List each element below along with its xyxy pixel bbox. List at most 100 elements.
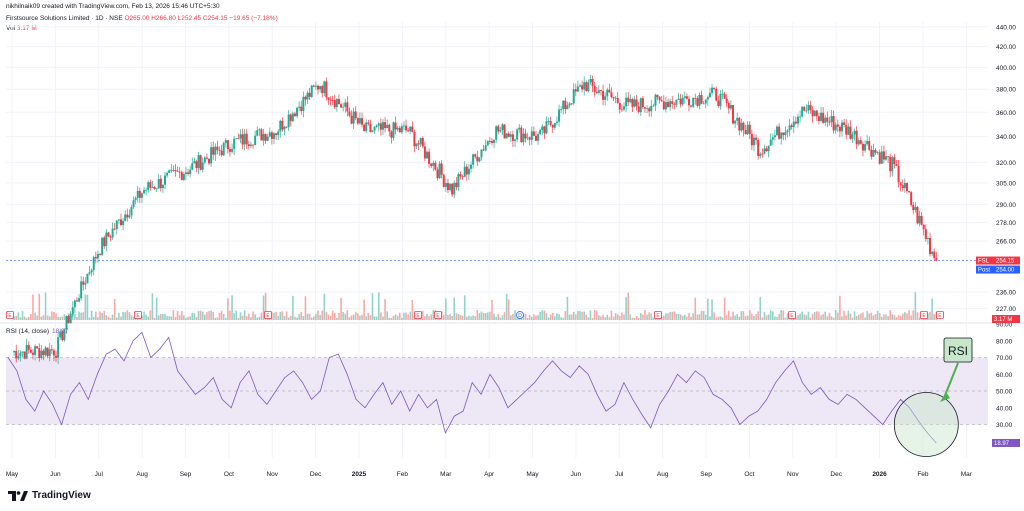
volume-bar — [197, 310, 200, 320]
volume-bar — [667, 313, 669, 320]
volume-bar — [254, 314, 256, 320]
candle-body — [692, 98, 695, 107]
volume-bar — [310, 317, 313, 320]
candle-body — [534, 135, 537, 141]
volume-bar — [535, 315, 537, 320]
volume-bar — [803, 314, 806, 320]
volume-bar — [313, 316, 315, 320]
volume-bar — [88, 317, 91, 320]
candle-body — [912, 205, 915, 211]
volume-bar — [308, 313, 311, 320]
candle-body — [23, 351, 26, 359]
candle-body — [122, 220, 125, 225]
volume-bar — [453, 297, 456, 320]
volume-bar — [401, 317, 403, 320]
candle-body — [472, 154, 475, 165]
volume-bar — [566, 296, 569, 320]
candle-body — [155, 188, 158, 190]
candle-body — [587, 82, 590, 92]
candle-body — [568, 103, 571, 106]
candle-body — [126, 214, 129, 218]
volume-bar — [784, 317, 787, 320]
volume-bar — [296, 317, 298, 320]
candle-body — [706, 97, 709, 100]
candle-body — [151, 186, 154, 188]
volume-bar — [744, 316, 747, 320]
candle-body — [926, 237, 929, 239]
volume-bar — [476, 310, 479, 320]
volume-bar — [801, 311, 803, 320]
volume-bar — [191, 312, 194, 320]
candle-body — [402, 125, 405, 127]
candle-body — [180, 172, 183, 180]
volume-bar — [579, 310, 581, 320]
candle-body — [908, 191, 911, 193]
volume-bar — [250, 317, 252, 320]
candle-body — [417, 143, 420, 145]
candle-body — [285, 126, 288, 128]
rsi-tick-label: 90.00 — [996, 322, 1013, 329]
volume-bar — [646, 314, 648, 320]
candle-body — [407, 130, 410, 132]
volume-bar — [365, 316, 368, 320]
candle-body — [662, 101, 665, 110]
volume-bar — [380, 312, 382, 320]
rsi-annotation-arrow — [943, 362, 959, 399]
volume-bar — [369, 315, 372, 320]
volume-bar — [512, 313, 514, 320]
candle-body — [761, 153, 764, 155]
candle-body — [870, 149, 873, 157]
candle-body — [419, 137, 422, 145]
volume-bar — [36, 315, 38, 320]
candle-body — [317, 85, 320, 90]
candle-body — [140, 193, 143, 198]
candle-body — [228, 149, 231, 152]
volume-label: Vol — [6, 25, 16, 32]
candle-body — [117, 219, 120, 221]
candle-body — [172, 169, 175, 171]
candle-body — [38, 348, 41, 359]
candle-body — [935, 258, 938, 261]
time-tick-label: Feb — [917, 471, 929, 478]
volume-legend: Vol 3.17 M — [6, 25, 37, 32]
candle-body — [329, 99, 332, 101]
volume-bar — [463, 295, 466, 320]
volume-bar — [595, 310, 598, 320]
volume-bar — [543, 310, 546, 320]
volume-bar — [660, 317, 663, 320]
candle-body — [876, 152, 879, 154]
candle-body — [891, 157, 894, 172]
volume-bar — [185, 317, 187, 320]
tradingview-logo[interactable]: TradingView — [8, 490, 91, 501]
candle-body — [727, 102, 730, 109]
volume-bar — [170, 316, 173, 320]
price-tick-label: 440.00 — [996, 24, 1016, 31]
candle-body — [602, 91, 605, 100]
candle-body — [52, 350, 55, 356]
candle-body — [853, 130, 856, 135]
candle-body — [147, 182, 150, 190]
candle-body — [843, 122, 846, 125]
volume-bar — [484, 313, 487, 320]
volume-bar — [319, 315, 321, 320]
volume-bar — [503, 312, 506, 320]
candle-body — [855, 130, 858, 145]
price-axis[interactable]: 440.00 420.00 400.00 380.00 360.00 340.00 320.… — [996, 24, 1016, 429]
candle-body — [354, 111, 357, 119]
volume-bar — [795, 317, 797, 320]
candle-body — [646, 108, 649, 110]
candle-body — [509, 134, 512, 137]
time-axis[interactable]: May Jun Jul Aug Sep Oct Nov Dec 2025 Feb Mar Apr May… — [6, 471, 973, 478]
price-tick-label: 227.00 — [996, 306, 1016, 313]
candle-body — [828, 121, 831, 123]
volume-bar — [820, 315, 822, 320]
volume-bar — [694, 297, 697, 320]
earnings-marker — [264, 311, 272, 319]
volume-bar — [442, 314, 445, 320]
candle-body — [82, 281, 85, 285]
event-marker-label: D — [518, 313, 522, 319]
volume-bar — [639, 313, 642, 320]
volume-bar — [132, 316, 135, 320]
candle-body — [618, 102, 621, 110]
